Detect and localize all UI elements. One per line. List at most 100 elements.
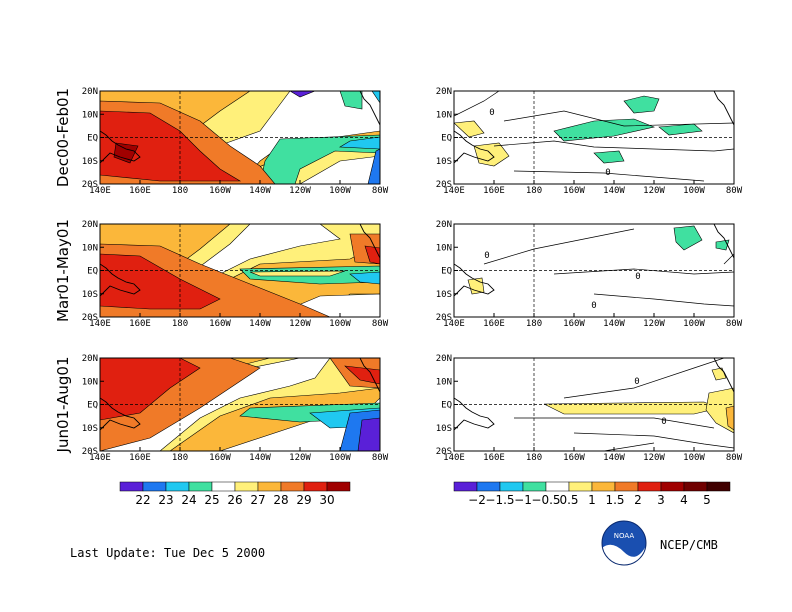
x-tick-label: 140E — [89, 319, 111, 329]
x-tick-label: 100W — [683, 186, 705, 196]
y-tick-label: 10S — [82, 290, 98, 300]
sst-colorbar-label: 27 — [250, 493, 265, 507]
x-tick-label: 180 — [172, 186, 188, 196]
coastline — [454, 130, 495, 164]
sst-contour-band — [113, 142, 139, 164]
sst-contour-band — [338, 136, 380, 150]
x-tick-label: 80W — [372, 319, 389, 329]
y-tick-label: 10N — [82, 377, 98, 387]
y-tick-label: 10S — [82, 157, 98, 167]
anomaly-colorbar-swatch — [614, 481, 639, 492]
contour-label: 0 — [661, 417, 666, 427]
last-update-text: Last Update: Tue Dec 5 2000 — [70, 546, 266, 560]
logo-text: NOAA — [614, 532, 635, 540]
y-tick-label: EQ — [441, 401, 452, 411]
x-tick-label: 160E — [483, 453, 505, 463]
x-tick-label: 180 — [526, 453, 542, 463]
anomaly-colorbar-label: −1.5 — [485, 493, 514, 507]
y-tick-label: 10N — [436, 110, 452, 120]
anomaly-contour-band — [454, 120, 485, 138]
x-tick-label: 100W — [683, 453, 705, 463]
y-tick-label: EQ — [441, 134, 452, 144]
sst-colorbar-swatch — [257, 481, 282, 492]
x-tick-label: 140W — [249, 186, 271, 196]
anomaly-colorbar-label: 1.5 — [605, 493, 624, 507]
anomaly-contour-band — [725, 405, 734, 431]
coastline — [359, 91, 380, 126]
sst-contour-band — [339, 91, 363, 110]
sst-colorbar-label: 30 — [319, 493, 334, 507]
coastline — [713, 358, 734, 393]
y-tick-label: 20S — [436, 313, 452, 323]
sst-colorbar-swatch — [280, 481, 305, 492]
logo-ring — [601, 520, 647, 566]
x-tick-label: 120W — [289, 186, 311, 196]
sst-colorbar-swatch — [142, 481, 167, 492]
row-label: Mar01-May01 — [54, 219, 72, 322]
x-tick-label: 140W — [603, 186, 625, 196]
y-tick-label: 20S — [436, 180, 452, 190]
x-tick-label: 140W — [603, 453, 625, 463]
y-tick-label: 10S — [436, 424, 452, 434]
anomaly-colorbar-swatch — [453, 481, 478, 492]
x-tick-label: 160E — [483, 186, 505, 196]
zero-contour-line — [513, 170, 705, 182]
x-tick-label: 80W — [372, 186, 389, 196]
y-tick-label: 20N — [436, 354, 452, 364]
coastline — [454, 397, 495, 431]
contour-label: 0 — [635, 272, 640, 282]
coastline — [100, 397, 141, 431]
row-label: Jun01-Aug01 — [54, 357, 72, 454]
anomaly-colorbar-label: −2 — [468, 493, 486, 507]
logo-wave — [602, 544, 646, 566]
x-tick-label: 180 — [526, 319, 542, 329]
sst-colorbar-swatch — [188, 481, 213, 492]
anomaly-contour-band — [658, 123, 703, 136]
contour-label: 0 — [484, 251, 489, 261]
x-tick-label: 180 — [526, 186, 542, 196]
coastline — [713, 91, 734, 126]
sst-contour-band — [344, 365, 380, 385]
anomaly-colorbar-label: 3 — [657, 493, 665, 507]
sst-colorbar-label: 24 — [181, 493, 196, 507]
x-tick-label: 80W — [726, 453, 743, 463]
y-tick-label: 10N — [436, 243, 452, 253]
y-tick-label: 20N — [436, 220, 452, 230]
x-tick-label: 100W — [329, 319, 351, 329]
anomaly-contour-band — [543, 401, 720, 415]
contour-label: 0 — [634, 377, 639, 387]
sst-colorbar-swatch — [303, 481, 328, 492]
zero-contour-line — [603, 442, 655, 451]
anomaly-colorbar-swatch — [591, 481, 616, 492]
y-tick-label: 20S — [82, 180, 98, 190]
sst-panel — [100, 224, 380, 317]
y-tick-label: EQ — [441, 267, 452, 277]
x-tick-label: 140W — [603, 319, 625, 329]
credit-text: NCEP/CMB — [660, 538, 718, 552]
x-tick-label: 80W — [372, 453, 389, 463]
x-tick-label: 120W — [643, 319, 665, 329]
x-tick-label: 80W — [726, 186, 743, 196]
y-tick-label: EQ — [87, 267, 98, 277]
sst-colorbar-label: 23 — [158, 493, 173, 507]
coastline — [100, 130, 141, 164]
y-tick-label: 20S — [82, 447, 98, 457]
x-tick-label: 120W — [289, 453, 311, 463]
sst-contour-band — [357, 417, 380, 451]
x-tick-label: 160W — [209, 186, 231, 196]
x-tick-label: 180 — [172, 453, 188, 463]
sst-contour-band — [349, 271, 380, 285]
sst-contour-band — [289, 91, 316, 98]
anomaly-colorbar-swatch — [568, 481, 593, 492]
anomaly-colorbar-swatch — [683, 481, 708, 492]
y-tick-label: 10N — [82, 243, 98, 253]
anomaly-contour-band — [705, 387, 734, 434]
anomaly-colorbar-swatch — [545, 481, 570, 492]
anomaly-colorbar-swatch — [637, 481, 662, 492]
contour-label: 0 — [489, 108, 494, 118]
sst-contour-band — [371, 91, 380, 104]
anomaly-colorbar-label: 0.5 — [559, 493, 578, 507]
x-tick-label: 160E — [483, 319, 505, 329]
x-tick-label: 120W — [643, 186, 665, 196]
